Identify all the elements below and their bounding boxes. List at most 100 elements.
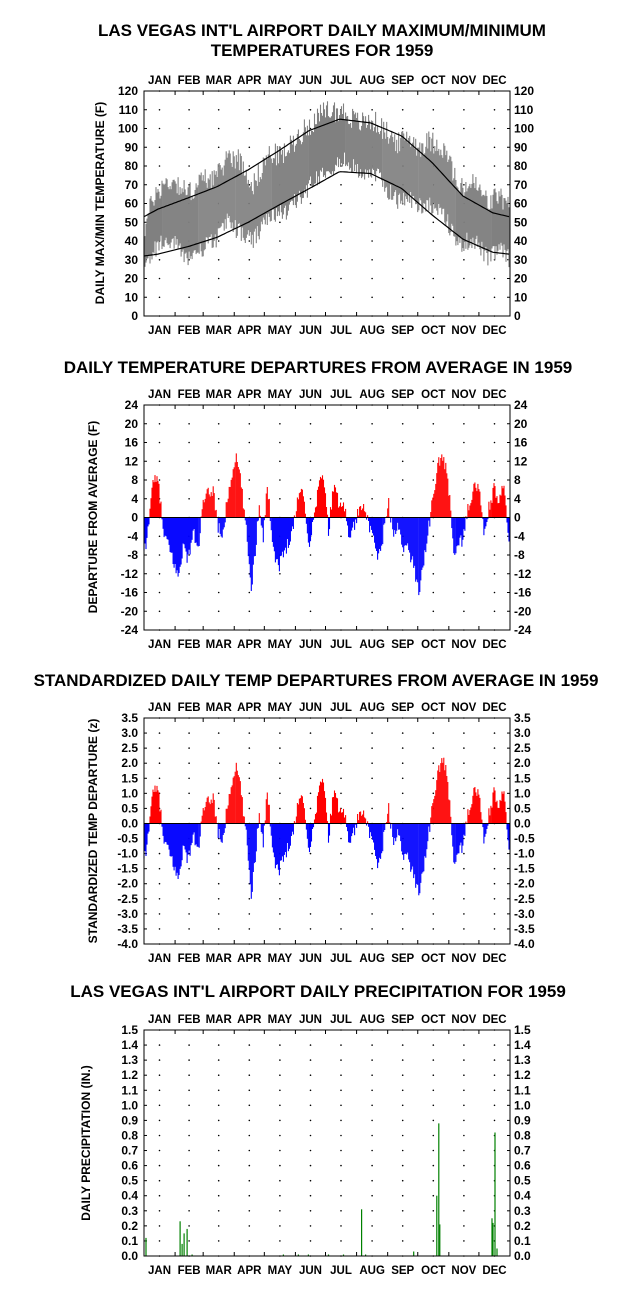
grid-dot bbox=[309, 296, 312, 299]
grid-dot bbox=[371, 1044, 373, 1046]
grid-dot bbox=[248, 1225, 251, 1227]
grid-dot bbox=[371, 109, 373, 111]
y-tick-label-left: 2.0 bbox=[121, 756, 138, 770]
grid-dot bbox=[309, 867, 312, 870]
y-tick-label-left: 60 bbox=[125, 197, 139, 211]
grid-dot bbox=[279, 1044, 281, 1046]
y-tick-label-left: 16 bbox=[125, 436, 139, 450]
month-label-top: AUG bbox=[359, 389, 385, 401]
grid-dot bbox=[279, 441, 281, 444]
grid-dot bbox=[432, 535, 435, 538]
grid-dot bbox=[371, 259, 373, 261]
grid-dot bbox=[432, 277, 435, 280]
month-label-bottom: DEC bbox=[482, 325, 506, 337]
grid-dot bbox=[493, 777, 496, 780]
y-tick-label-left: -1.5 bbox=[117, 862, 138, 876]
grid-dot bbox=[463, 1044, 465, 1046]
grid-dot bbox=[217, 732, 220, 734]
grid-dot bbox=[279, 109, 281, 111]
grid-dot bbox=[463, 762, 465, 764]
grid-dot bbox=[188, 1134, 190, 1137]
grid-dot bbox=[340, 479, 342, 481]
month-label-top: OCT bbox=[421, 389, 445, 401]
grid-dot bbox=[217, 1164, 220, 1167]
grid-dot bbox=[158, 573, 161, 575]
grid-dot bbox=[188, 1194, 190, 1197]
month-label-top: FEB bbox=[178, 702, 201, 714]
grid-dot bbox=[279, 1194, 281, 1197]
grid-dot bbox=[371, 498, 373, 500]
grid-dot bbox=[463, 610, 465, 613]
grid-dot bbox=[463, 777, 465, 780]
grid-dot bbox=[493, 1059, 496, 1061]
grid-dot bbox=[340, 792, 342, 795]
grid-dot bbox=[217, 460, 220, 463]
month-label-bottom: SEP bbox=[391, 325, 414, 337]
plot-frame bbox=[143, 717, 511, 945]
grid-dot bbox=[463, 165, 465, 167]
grid-dot bbox=[279, 1240, 281, 1242]
month-label-bottom: JUN bbox=[299, 325, 322, 337]
grid-dot bbox=[463, 898, 465, 900]
y-tick-label-left: 0.7 bbox=[121, 1144, 138, 1158]
grid-dot bbox=[493, 928, 496, 930]
y-tick-label-right: -0.5 bbox=[514, 832, 535, 846]
grid-dot bbox=[248, 1194, 251, 1197]
grid-dot bbox=[248, 1240, 251, 1242]
y-tick-label-left: -0.5 bbox=[117, 832, 138, 846]
grid-dot bbox=[248, 1074, 251, 1076]
month-label-bottom: JAN bbox=[148, 325, 171, 337]
grid-dot bbox=[340, 240, 342, 242]
grid-dot bbox=[340, 1119, 342, 1122]
y-tick-label-right: 0.6 bbox=[514, 1159, 531, 1173]
grid-dot bbox=[432, 240, 435, 242]
grid-dot bbox=[309, 762, 312, 764]
month-label-bottom: APR bbox=[237, 325, 262, 337]
month-label-top: AUG bbox=[359, 702, 385, 714]
grid-dot bbox=[309, 441, 312, 444]
grid-dot bbox=[371, 867, 373, 870]
month-label-bottom: APR bbox=[237, 953, 262, 965]
month-label-top: APR bbox=[237, 702, 262, 714]
grid-dot bbox=[248, 1164, 251, 1167]
grid-dot bbox=[432, 296, 435, 299]
grid-dot bbox=[432, 913, 435, 915]
y-tick-label-left: 1.4 bbox=[121, 1038, 138, 1052]
month-label-top: AUG bbox=[359, 75, 385, 87]
month-label-top: OCT bbox=[421, 1014, 445, 1026]
grid-dot bbox=[371, 296, 373, 299]
month-label-bottom: JUN bbox=[299, 639, 322, 651]
y-tick-label-left: 1.5 bbox=[121, 771, 138, 785]
grid-dot bbox=[463, 1134, 465, 1137]
y-tick-label-right: 0.4 bbox=[514, 1189, 531, 1203]
y-tick-label-right: 4 bbox=[514, 492, 521, 506]
grid-dot bbox=[340, 1210, 342, 1212]
grid-dot bbox=[309, 1194, 312, 1197]
grid-dot bbox=[401, 882, 404, 885]
grid-dot bbox=[340, 1089, 342, 1092]
grid-dot bbox=[158, 535, 161, 538]
grid-dot bbox=[401, 1119, 404, 1122]
grid-dot bbox=[188, 1059, 190, 1061]
month-label-bottom: JUL bbox=[330, 1265, 352, 1277]
grid-dot bbox=[309, 1210, 312, 1212]
grid-dot bbox=[217, 1149, 220, 1152]
month-label-bottom: MAR bbox=[206, 1265, 233, 1277]
grid-dot bbox=[340, 296, 342, 299]
grid-dot bbox=[463, 1059, 465, 1061]
grid-dot bbox=[217, 1119, 220, 1122]
grid-dot bbox=[248, 777, 251, 780]
month-label-top: JUL bbox=[330, 75, 352, 87]
grid-dot bbox=[432, 1089, 435, 1092]
grid-dot bbox=[371, 762, 373, 764]
grid-dot bbox=[309, 479, 312, 481]
grid-dot bbox=[309, 202, 312, 205]
y-tick-label-left: 0.0 bbox=[121, 816, 138, 830]
grid-dot bbox=[493, 573, 496, 575]
grid-dot bbox=[217, 1134, 220, 1137]
grid-dot bbox=[158, 479, 161, 481]
grid-dot bbox=[463, 732, 465, 734]
y-tick-label-left: 0.9 bbox=[121, 1113, 138, 1127]
month-label-top: FEB bbox=[178, 389, 201, 401]
grid-dot bbox=[158, 109, 161, 111]
